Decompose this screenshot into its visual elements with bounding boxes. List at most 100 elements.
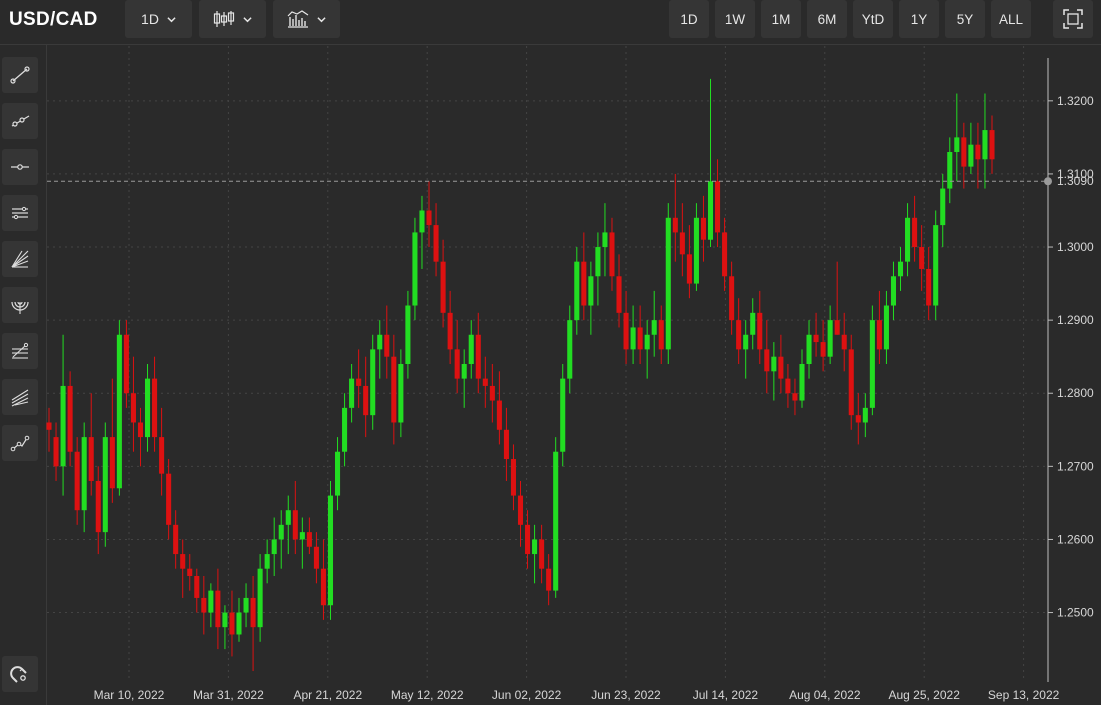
candle bbox=[447, 290, 453, 364]
candle bbox=[152, 356, 158, 452]
candle bbox=[123, 320, 129, 408]
candle bbox=[53, 422, 59, 481]
fullscreen-button[interactable] bbox=[1053, 0, 1093, 38]
candle bbox=[370, 334, 376, 430]
candle bbox=[349, 364, 355, 423]
candle bbox=[560, 364, 566, 467]
candle bbox=[180, 539, 186, 598]
range-button-5y[interactable]: 5Y bbox=[945, 0, 985, 38]
candle bbox=[876, 290, 882, 364]
candle bbox=[651, 290, 657, 357]
candle bbox=[806, 320, 812, 379]
candle bbox=[764, 320, 770, 394]
x-tick-label: Aug 25, 2022 bbox=[888, 688, 960, 702]
candle bbox=[827, 305, 833, 364]
candle bbox=[468, 320, 474, 379]
interval-dropdown[interactable]: 1D bbox=[125, 0, 192, 38]
candle bbox=[67, 371, 73, 467]
candle bbox=[616, 254, 622, 328]
candle bbox=[869, 305, 875, 416]
candle bbox=[722, 217, 728, 291]
candle bbox=[88, 393, 94, 496]
range-button-1w[interactable]: 1W bbox=[715, 0, 755, 38]
candle bbox=[532, 524, 538, 584]
x-tick-label: Jun 23, 2022 bbox=[591, 688, 661, 702]
candle bbox=[137, 407, 144, 467]
fib-fan-tool[interactable] bbox=[2, 241, 38, 277]
y-tick-label: 1.2800 bbox=[1057, 386, 1094, 400]
candle bbox=[595, 232, 601, 306]
last-price-marker bbox=[1044, 177, 1052, 186]
candle bbox=[229, 590, 235, 657]
candle bbox=[510, 444, 516, 511]
candle bbox=[637, 305, 643, 364]
range-button-1y[interactable]: 1Y bbox=[899, 0, 939, 38]
candle bbox=[271, 517, 277, 576]
x-tick-label: Jun 02, 2022 bbox=[492, 688, 562, 702]
candle bbox=[778, 334, 784, 394]
candle bbox=[588, 261, 594, 335]
y-tick-label: 1.3000 bbox=[1057, 240, 1094, 254]
indicators-dropdown[interactable] bbox=[273, 0, 340, 38]
y-tick-label: 1.2600 bbox=[1057, 532, 1094, 546]
pitchfork-icon bbox=[11, 389, 29, 407]
range-button-6m[interactable]: 6M bbox=[807, 0, 847, 38]
horizontal-line-tool[interactable] bbox=[2, 149, 38, 185]
candle bbox=[841, 312, 847, 372]
polyline-tool[interactable] bbox=[2, 425, 38, 461]
candle bbox=[356, 349, 362, 408]
candle bbox=[384, 305, 390, 379]
candle bbox=[81, 422, 87, 533]
candle bbox=[912, 195, 918, 262]
x-tick-label: Jul 14, 2022 bbox=[693, 688, 759, 702]
ray-tool[interactable] bbox=[2, 103, 38, 139]
candle bbox=[707, 78, 714, 248]
chevron-down-icon bbox=[167, 16, 176, 22]
candle bbox=[173, 510, 179, 569]
pitchfork-tool[interactable] bbox=[2, 379, 38, 415]
y-tick-label: 1.3200 bbox=[1057, 94, 1094, 108]
candle bbox=[342, 393, 348, 467]
candle bbox=[757, 290, 763, 364]
interval-label: 1D bbox=[141, 11, 159, 27]
candle bbox=[546, 554, 552, 606]
fib-arc-tool[interactable] bbox=[2, 287, 38, 323]
candle bbox=[426, 181, 432, 248]
candle bbox=[679, 203, 685, 277]
candle bbox=[215, 568, 221, 650]
candle bbox=[46, 407, 52, 452]
candle bbox=[905, 203, 911, 277]
candle bbox=[419, 195, 425, 269]
candle bbox=[954, 93, 960, 182]
fib-retracement-tool[interactable] bbox=[2, 333, 38, 369]
candle bbox=[243, 583, 249, 628]
range-button-1m[interactable]: 1M bbox=[761, 0, 801, 38]
magnet-tool[interactable] bbox=[2, 656, 38, 692]
ray-icon bbox=[11, 115, 30, 127]
indicators-icon bbox=[287, 10, 309, 28]
candle bbox=[975, 122, 981, 189]
trend-line-tool[interactable] bbox=[2, 57, 38, 93]
last-price-label: 1.3090 bbox=[1057, 174, 1094, 188]
candle bbox=[750, 298, 756, 350]
range-button-ytd[interactable]: YtD bbox=[853, 0, 893, 38]
candle bbox=[933, 210, 939, 321]
candle bbox=[264, 539, 270, 584]
candle bbox=[398, 349, 404, 438]
range-button-1d[interactable]: 1D bbox=[669, 0, 709, 38]
candle bbox=[729, 261, 735, 335]
candle bbox=[461, 349, 467, 408]
candle bbox=[848, 334, 854, 430]
x-tick-label: Mar 10, 2022 bbox=[94, 688, 165, 702]
range-button-all[interactable]: ALL bbox=[991, 0, 1031, 38]
chart-style-dropdown[interactable] bbox=[199, 0, 266, 38]
parallel-channel-tool[interactable] bbox=[2, 195, 38, 231]
magnet-icon bbox=[10, 666, 27, 683]
fib-arc-icon bbox=[11, 301, 29, 314]
candle bbox=[693, 203, 699, 291]
candle bbox=[109, 378, 115, 503]
candlestick-icon bbox=[213, 11, 235, 27]
candle bbox=[278, 510, 284, 569]
candle bbox=[313, 532, 319, 584]
